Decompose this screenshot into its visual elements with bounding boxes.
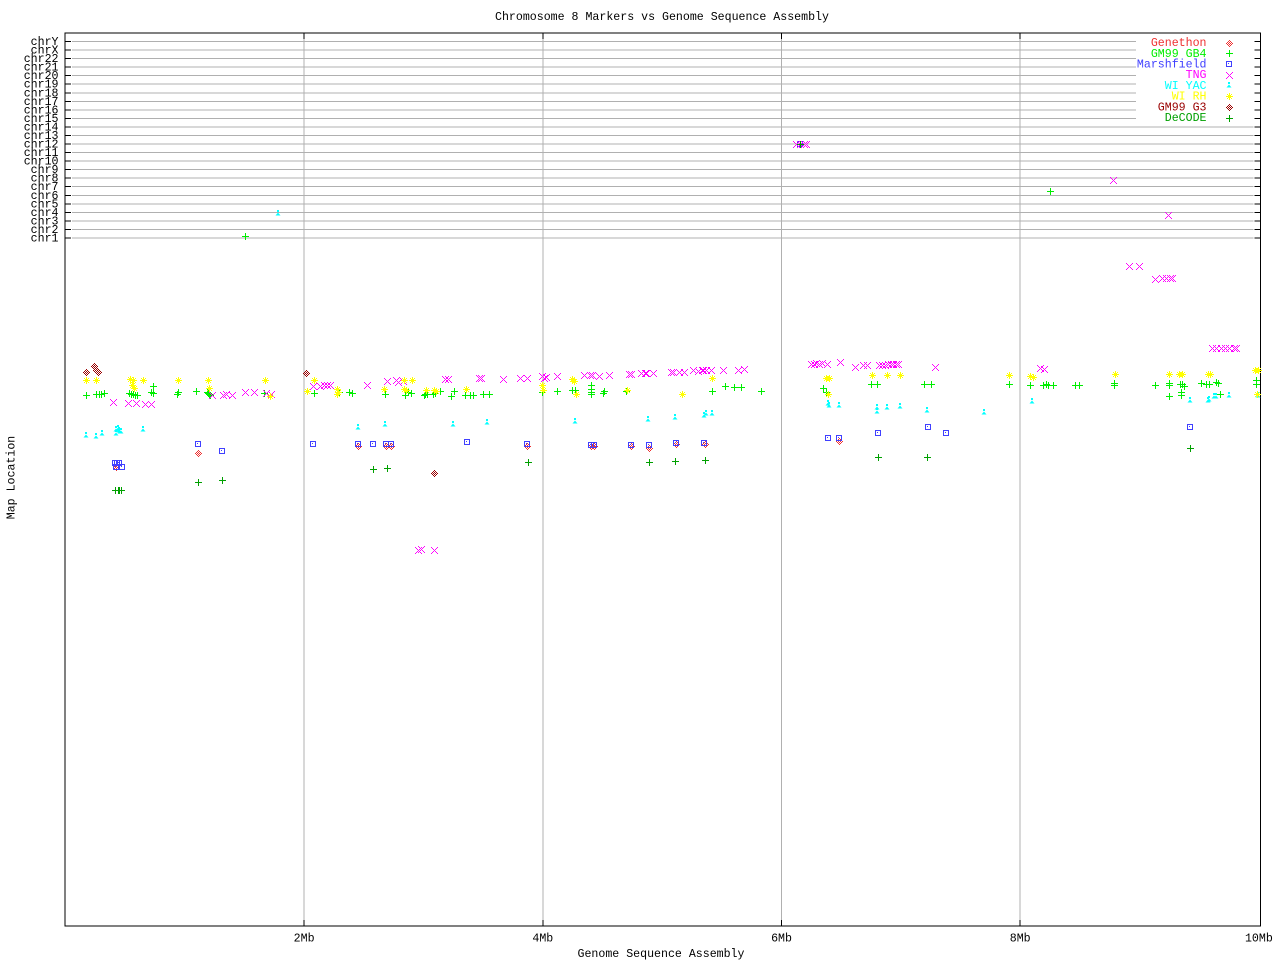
svg-text:WI RH: WI RH bbox=[1172, 91, 1207, 104]
svg-text:chrY: chrY bbox=[31, 36, 59, 49]
svg-text:8Mb: 8Mb bbox=[1010, 933, 1031, 946]
svg-text:chr2: chr2 bbox=[31, 224, 59, 237]
svg-text:chr16: chr16 bbox=[24, 104, 59, 117]
svg-text:WI YAC: WI YAC bbox=[1165, 80, 1207, 93]
svg-text:chr7: chr7 bbox=[31, 181, 59, 194]
svg-text:chr9: chr9 bbox=[31, 164, 59, 177]
svg-text:chrX: chrX bbox=[31, 45, 59, 58]
svg-text:chr20: chr20 bbox=[24, 70, 59, 83]
svg-text:GM99 GB4: GM99 GB4 bbox=[1151, 48, 1207, 61]
svg-text:chr19: chr19 bbox=[24, 79, 59, 92]
svg-text:Genome Sequence Assembly: Genome Sequence Assembly bbox=[578, 948, 745, 960]
svg-text:chr22: chr22 bbox=[24, 53, 59, 66]
svg-text:chr1: chr1 bbox=[31, 232, 59, 245]
svg-text:chr18: chr18 bbox=[24, 87, 59, 100]
svg-text:4Mb: 4Mb bbox=[532, 933, 553, 946]
svg-text:chr3: chr3 bbox=[31, 215, 59, 228]
svg-text:chr13: chr13 bbox=[24, 130, 59, 143]
svg-text:DeCODE: DeCODE bbox=[1165, 112, 1207, 125]
svg-text:chr12: chr12 bbox=[24, 139, 59, 152]
svg-text:TNG: TNG bbox=[1186, 69, 1207, 82]
svg-text:chr10: chr10 bbox=[24, 156, 59, 169]
svg-text:chr14: chr14 bbox=[24, 121, 59, 134]
svg-text:chr4: chr4 bbox=[31, 207, 59, 220]
svg-text:10Mb: 10Mb bbox=[1245, 933, 1273, 946]
svg-text:2Mb: 2Mb bbox=[294, 933, 315, 946]
svg-text:chr21: chr21 bbox=[24, 62, 59, 75]
svg-text:chr17: chr17 bbox=[24, 96, 59, 109]
svg-text:chr15: chr15 bbox=[24, 113, 59, 126]
svg-text:Chromosome 8 Markers vs Genome: Chromosome 8 Markers vs Genome Sequence … bbox=[495, 11, 829, 24]
svg-text:chr11: chr11 bbox=[24, 147, 59, 160]
svg-text:Map Location: Map Location bbox=[6, 436, 19, 520]
svg-text:6Mb: 6Mb bbox=[771, 933, 792, 946]
svg-text:chr5: chr5 bbox=[31, 198, 59, 211]
svg-text:chr6: chr6 bbox=[31, 190, 59, 203]
svg-text:Marshfield: Marshfield bbox=[1137, 59, 1207, 72]
svg-text:GM99 G3: GM99 G3 bbox=[1158, 101, 1207, 114]
svg-text:chr8: chr8 bbox=[31, 173, 59, 186]
svg-text:Genethon: Genethon bbox=[1151, 37, 1207, 50]
